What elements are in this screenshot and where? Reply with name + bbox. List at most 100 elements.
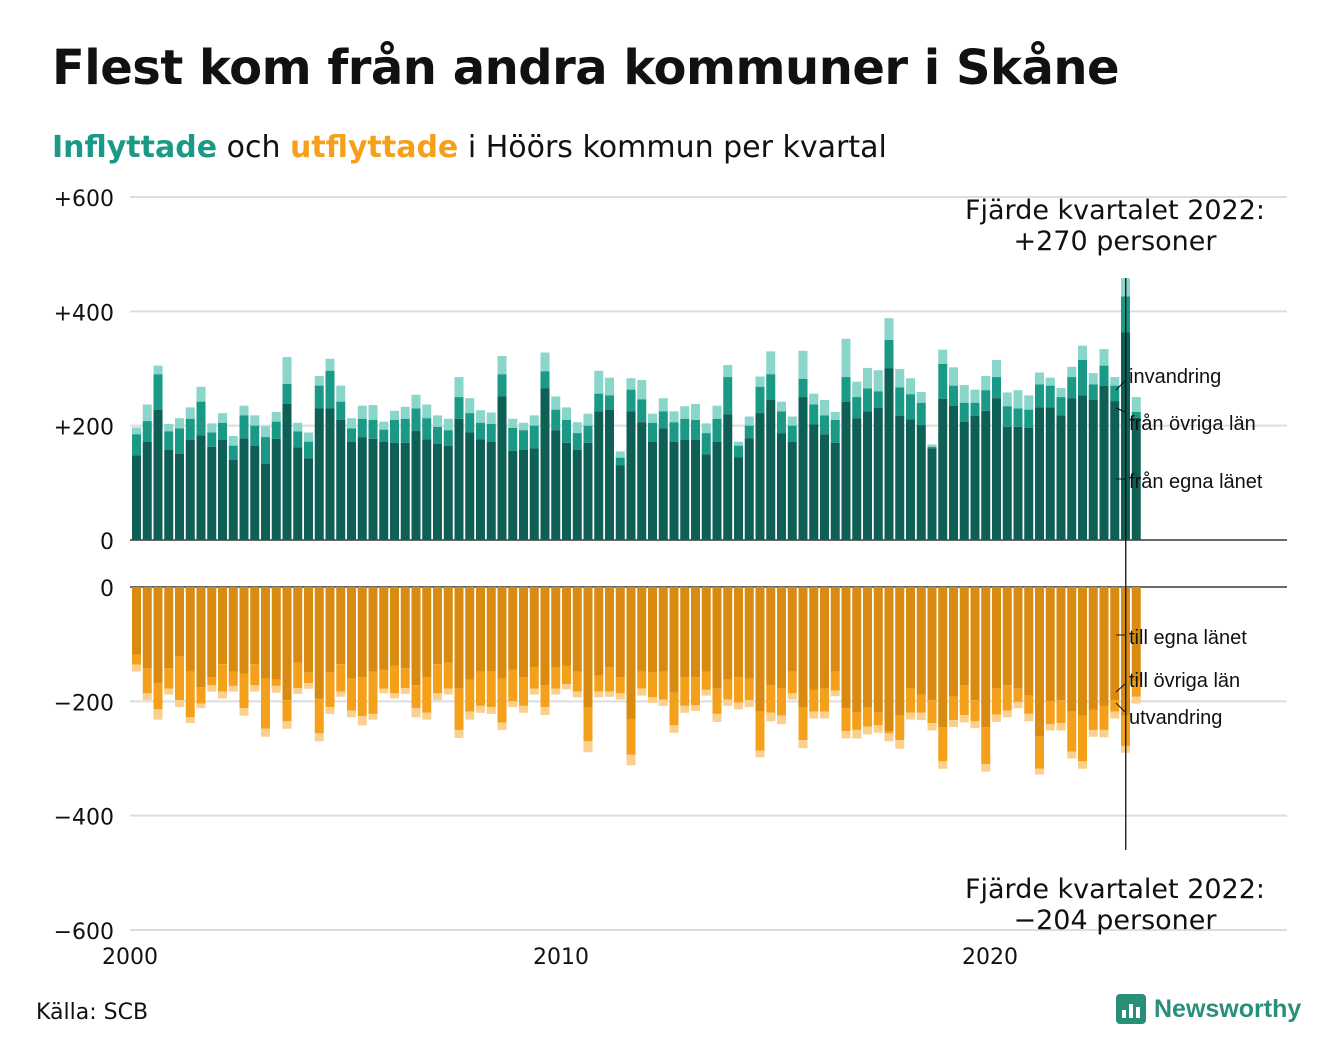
bar-in-immigration xyxy=(443,418,453,431)
bar-out-own-county xyxy=(938,587,948,728)
bar-out-own-county xyxy=(508,587,518,670)
bar-in-own-county xyxy=(175,453,184,540)
bar-out-other-counties xyxy=(1078,715,1087,762)
bar-in-other-counties xyxy=(691,419,700,440)
bar-out-emigration xyxy=(411,708,421,718)
bar-out-own-county xyxy=(433,587,442,665)
bar-in-own-county xyxy=(519,449,528,540)
bar-in-immigration xyxy=(185,407,195,419)
bar-in-own-county xyxy=(218,439,227,540)
bar-in-other-counties xyxy=(1099,365,1109,386)
bar-out-own-county xyxy=(1099,587,1109,706)
bar-in-other-counties xyxy=(637,399,647,423)
bar-out-own-county xyxy=(497,587,507,679)
bar-in-immigration xyxy=(1035,372,1044,385)
bar-out-other-counties xyxy=(1067,711,1077,752)
bar-in-immigration xyxy=(357,405,367,419)
bar-in-other-counties xyxy=(218,422,227,440)
bar-in-immigration xyxy=(271,411,281,422)
bar-out-other-counties xyxy=(1088,709,1098,730)
bar-out-own-county xyxy=(605,587,614,668)
bar-out-emigration xyxy=(927,723,937,731)
y-tick-label-bottom: −600 xyxy=(54,920,114,945)
bar-out-other-counties xyxy=(895,715,905,741)
bar-in-own-county xyxy=(830,442,840,540)
bar-in-immigration xyxy=(282,357,292,384)
bar-out-own-county xyxy=(379,587,389,670)
bar-in-own-county xyxy=(239,438,249,540)
bar-out-emigration xyxy=(422,712,432,720)
bar-in-other-counties xyxy=(615,457,625,466)
bar-out-own-county xyxy=(164,587,174,669)
bar-out-other-counties xyxy=(271,679,281,686)
bar-in-own-county xyxy=(927,448,937,540)
bar-in-other-counties xyxy=(863,388,872,412)
bar-out-emigration xyxy=(336,691,346,697)
bar-in-other-counties xyxy=(529,425,539,449)
labels: Fjärde kvartalet 2022:+270 personerFjärd… xyxy=(965,195,1265,936)
bar-in-other-counties xyxy=(798,378,808,398)
bar-in-immigration xyxy=(508,418,518,428)
bar-out-own-county xyxy=(734,587,743,678)
bar-in-other-counties xyxy=(400,418,410,443)
bar-in-own-county xyxy=(1110,401,1120,540)
bar-out-other-counties xyxy=(938,727,948,762)
bar-in-other-counties xyxy=(777,411,786,434)
bar-in-own-county xyxy=(766,399,776,540)
bar-in-immigration xyxy=(712,405,722,419)
bar-out-own-county xyxy=(228,587,238,672)
bar-in-immigration xyxy=(884,318,894,340)
bar-out-own-county xyxy=(271,587,281,680)
bar-in-immigration xyxy=(261,426,270,438)
bar-in-immigration xyxy=(906,378,915,395)
bar-out-other-counties xyxy=(992,688,1001,715)
inflow-bars xyxy=(132,278,1141,540)
bar-in-immigration xyxy=(347,418,356,429)
bar-out-other-counties xyxy=(218,664,227,692)
bar-in-other-counties xyxy=(970,402,980,416)
bar-in-immigration xyxy=(691,403,700,420)
bar-in-own-county xyxy=(271,438,281,540)
bar-out-emigration xyxy=(497,722,507,730)
bar-out-other-counties xyxy=(400,668,410,689)
bar-out-other-counties xyxy=(669,692,679,726)
outflow-bars xyxy=(132,587,1141,775)
bar-in-other-counties xyxy=(1078,359,1087,396)
bar-out-emigration xyxy=(1110,711,1120,719)
bar-out-other-counties xyxy=(1002,685,1012,711)
bar-out-own-county xyxy=(723,587,733,680)
bar-out-other-counties xyxy=(1110,700,1120,712)
bar-out-emigration xyxy=(443,688,453,695)
bar-in-own-county xyxy=(615,465,625,540)
bar-in-other-counties xyxy=(852,397,862,419)
bar-in-immigration xyxy=(605,377,614,396)
bar-in-other-counties xyxy=(895,387,905,416)
bar-out-emigration xyxy=(185,717,195,724)
bar-in-own-county xyxy=(400,442,410,540)
bar-out-other-counties xyxy=(572,671,582,692)
bar-out-other-counties xyxy=(723,679,733,700)
bar-in-own-county xyxy=(153,409,163,540)
bar-out-other-counties xyxy=(164,668,174,689)
bar-out-own-county xyxy=(766,587,776,686)
bar-in-own-county xyxy=(1067,398,1077,540)
bar-out-other-counties xyxy=(422,677,432,713)
bar-in-own-county xyxy=(164,449,174,540)
bar-out-emigration xyxy=(712,713,722,722)
bar-in-own-county xyxy=(347,441,356,540)
bar-out-other-counties xyxy=(336,664,346,692)
bar-out-other-counties xyxy=(1131,681,1141,697)
bar-out-emigration xyxy=(508,701,518,708)
bar-out-emigration xyxy=(583,741,593,753)
bar-out-emigration xyxy=(142,693,152,701)
bar-in-other-counties xyxy=(261,437,270,464)
bar-out-emigration xyxy=(723,699,733,706)
bar-in-other-counties xyxy=(755,386,765,414)
bar-out-own-county xyxy=(648,587,657,673)
bar-in-immigration xyxy=(669,411,679,423)
bar-out-other-counties xyxy=(1024,695,1034,714)
bar-in-own-county xyxy=(916,425,926,540)
bar-in-other-counties xyxy=(250,425,260,446)
bar-in-own-county xyxy=(357,437,367,540)
